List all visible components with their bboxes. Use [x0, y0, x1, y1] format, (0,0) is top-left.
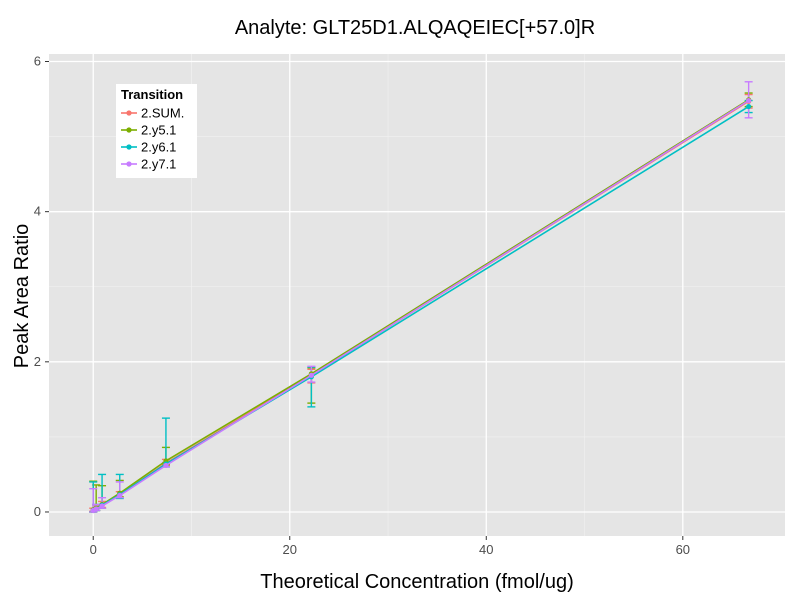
legend-label: 2.SUM.: [141, 106, 184, 121]
x-tick-label: 20: [283, 542, 297, 557]
legend: Transition 2.SUM. 2.y5.1 2.y6.1 2.y7.1: [116, 84, 197, 178]
legend-key-point: [126, 161, 132, 167]
data-point: [746, 97, 752, 104]
data-point: [93, 506, 99, 512]
x-axis: 0 20 40 60: [90, 536, 690, 557]
data-point: [746, 103, 752, 110]
data-point: [117, 492, 123, 499]
series-2.y7.1: [90, 97, 752, 514]
legend-item: 2.SUM.: [121, 106, 184, 121]
legend-key-point: [126, 110, 132, 116]
legend-item: 2.y5.1: [121, 123, 176, 138]
legend-key-point: [126, 127, 132, 133]
legend-item: 2.y6.1: [121, 140, 176, 155]
data-point: [163, 462, 169, 469]
chart-title: Analyte: GLT25D1.ALQAQEIEC[+57.0]R: [235, 17, 595, 39]
y-axis: 0 2 4 6: [34, 54, 49, 519]
y-tick-label: 6: [34, 54, 41, 69]
legend-title: Transition: [121, 87, 183, 102]
legend-label: 2.y6.1: [141, 140, 176, 155]
legend-label: 2.y5.1: [141, 123, 176, 138]
data-point: [99, 503, 105, 509]
y-axis-title: Peak Area Ratio: [11, 224, 33, 369]
y-tick-label: 4: [34, 204, 41, 219]
legend-key-point: [126, 144, 132, 150]
x-tick-label: 0: [90, 542, 97, 557]
x-axis-title: Theoretical Concentration (fmol/ug): [260, 571, 573, 593]
data-point: [308, 372, 314, 378]
x-tick-label: 40: [479, 542, 493, 557]
legend-label: 2.y7.1: [141, 157, 176, 172]
y-tick-label: 0: [34, 504, 41, 519]
series-layer: [89, 81, 753, 514]
legend-item: 2.y7.1: [121, 157, 176, 172]
y-tick-label: 2: [34, 354, 41, 369]
x-tick-label: 60: [676, 542, 690, 557]
gridlines: [49, 54, 785, 536]
